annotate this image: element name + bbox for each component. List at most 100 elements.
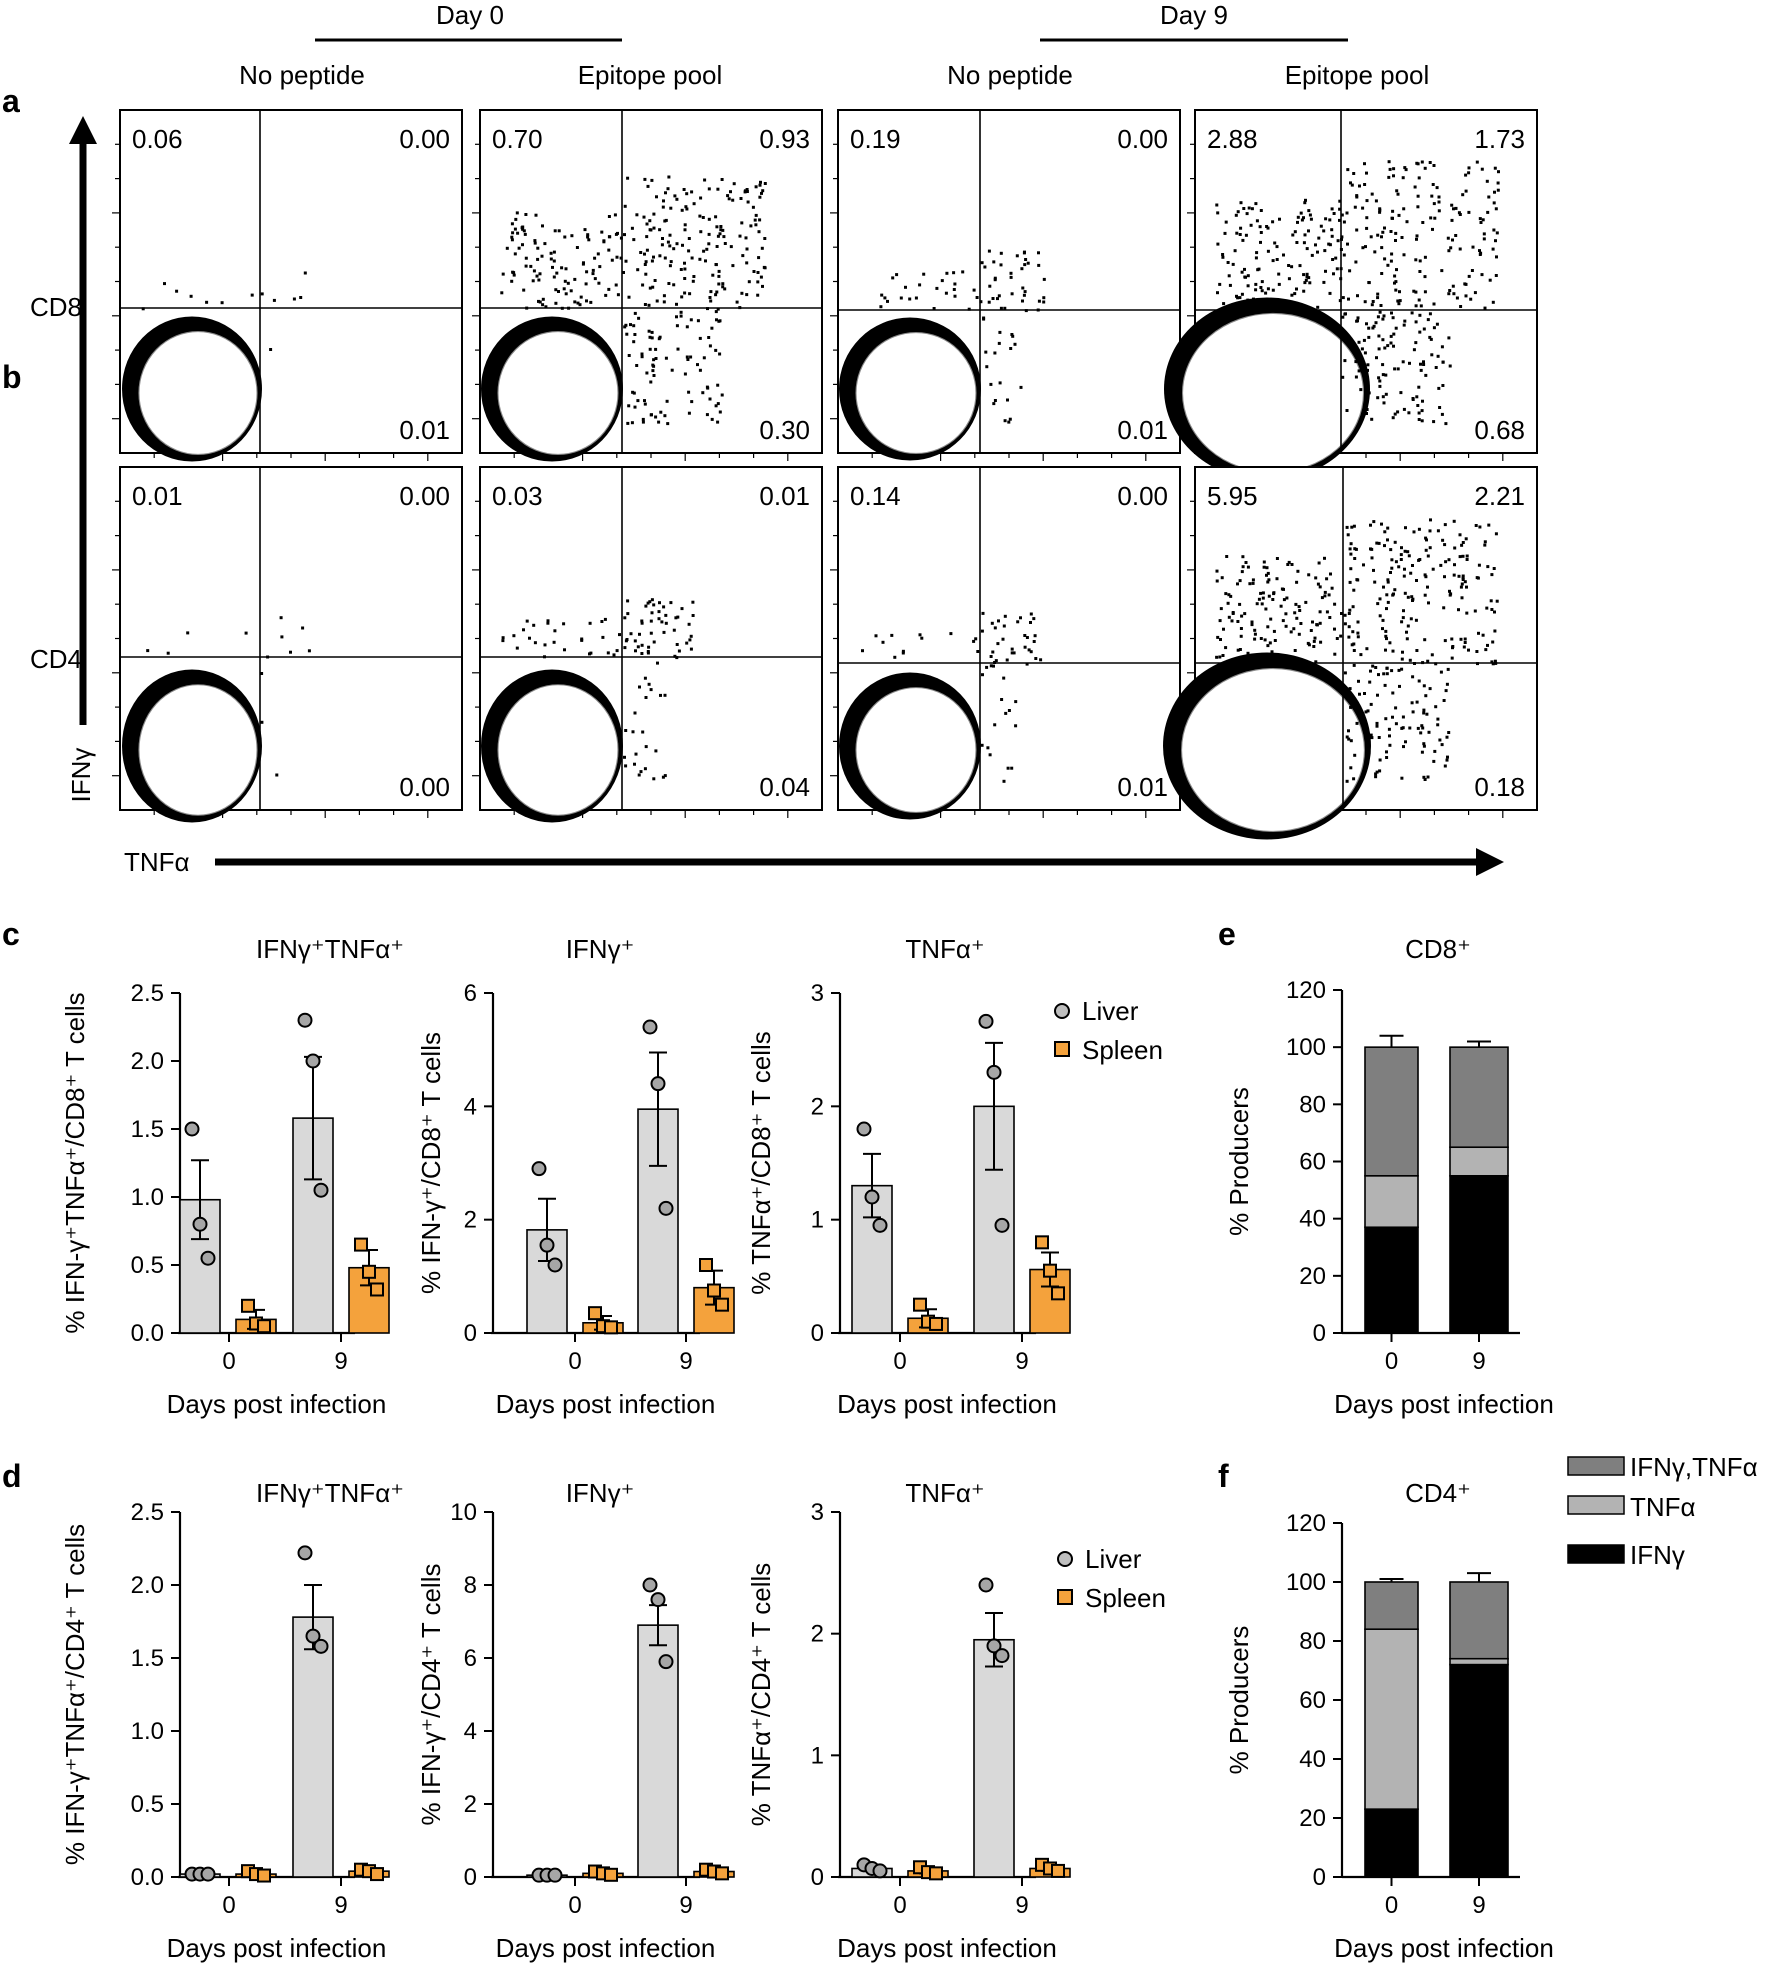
quadrant-value-lower-right: 0.01: [1117, 415, 1168, 445]
flow-event: [1405, 220, 1409, 224]
flow-event: [1355, 194, 1359, 198]
data-point-liver: [994, 1217, 1010, 1233]
y-tick-label: 6: [464, 980, 477, 1007]
flow-event: [754, 223, 758, 227]
flow-event: [720, 393, 724, 397]
flow-event: [1253, 632, 1257, 636]
flow-event: [618, 633, 621, 637]
flow-event: [557, 229, 561, 233]
flow-event: [1254, 282, 1258, 286]
flow-event: [1365, 412, 1368, 415]
flow-event: [655, 299, 659, 303]
flow-event: [1401, 360, 1405, 364]
flow-event: [1246, 284, 1250, 288]
flow-event: [691, 600, 695, 604]
flow-event: [1417, 298, 1421, 302]
data-point-liver: [297, 1012, 313, 1028]
flow-event: [1481, 633, 1485, 637]
flow-event: [1230, 619, 1234, 623]
flow-event: [663, 774, 667, 778]
flow-event: [643, 676, 647, 680]
y-tick-label: 2.0: [131, 1572, 164, 1599]
flow-event: [272, 298, 276, 302]
flow-event: [501, 272, 505, 276]
flow-event: [1494, 207, 1498, 211]
flow-event: [666, 187, 670, 191]
flow-event: [512, 271, 516, 275]
flow-event: [1383, 683, 1387, 687]
flow-event: [683, 291, 687, 295]
flow-event: [1002, 624, 1006, 628]
flow-event: [1215, 203, 1219, 207]
data-point-liver: [856, 1121, 872, 1137]
quadrant-value-lower-right: 0.01: [399, 415, 450, 445]
flow-event: [1493, 629, 1497, 633]
flow-event: [1318, 610, 1322, 614]
flow-event: [1398, 684, 1401, 688]
flow-event: [1226, 261, 1230, 264]
flow-event: [993, 276, 997, 280]
flow-event: [1340, 612, 1343, 615]
flow-event: [989, 664, 993, 668]
flow-event: [1386, 344, 1390, 348]
flow-event: [1458, 213, 1462, 216]
flow-event: [1316, 305, 1320, 309]
flow-event: [1447, 292, 1451, 296]
flow-event: [528, 636, 531, 640]
y-tick-label: 20: [1299, 1263, 1326, 1290]
flow-event: [1464, 537, 1468, 541]
flow-event: [675, 315, 678, 319]
flow-event: [1362, 563, 1365, 567]
flow-event: [1313, 636, 1317, 640]
flow-plot-r1-c2: 0.70 0.930.30: [472, 109, 823, 462]
flow-event: [663, 414, 667, 418]
flow-event: [1219, 638, 1222, 641]
data-point-spleen: [257, 1319, 271, 1334]
flow-event: [723, 287, 727, 291]
flow-event: [708, 296, 712, 299]
y-tick-label: 0.5: [131, 1791, 164, 1818]
legend-d-liver-marker: [1057, 1551, 1073, 1567]
flow-event: [691, 279, 695, 283]
flow-event: [1419, 304, 1423, 308]
flow-event: [552, 250, 556, 254]
flow-event: [746, 200, 750, 204]
x-tick-label: 0: [893, 1892, 906, 1919]
quadrant-value-upper-left: 0.19: [850, 124, 901, 154]
flow-event: [633, 639, 637, 643]
flow-event: [1389, 341, 1393, 345]
flow-event: [1473, 609, 1477, 613]
flow-event: [1335, 637, 1339, 640]
flow-event: [1439, 563, 1443, 567]
flow-event: [881, 640, 885, 644]
flow-event: [563, 279, 567, 283]
flow-event: [564, 292, 568, 296]
flow-event: [643, 303, 647, 306]
flow-event: [1491, 300, 1495, 304]
flow-event: [1382, 314, 1386, 318]
data-point-liver: [642, 1577, 658, 1593]
flow-event: [1314, 576, 1318, 580]
flow-event: [953, 294, 957, 298]
flow-event: [1394, 706, 1398, 710]
flow-event: [597, 281, 601, 285]
flow-event: [1340, 213, 1344, 217]
flow-event: [1004, 711, 1008, 715]
flow-event: [664, 218, 668, 222]
flow-event: [761, 189, 765, 193]
flow-event: [1347, 729, 1350, 733]
flow-event: [1391, 209, 1395, 213]
flow-event: [998, 330, 1002, 334]
data-point-spleen: [699, 1258, 713, 1272]
flow-event: [1216, 242, 1220, 246]
flow-event: [1272, 591, 1276, 595]
flow-event: [1267, 578, 1271, 582]
y-tick-label: 120: [1286, 977, 1326, 1004]
data-point-spleen: [241, 1298, 255, 1313]
y-tick-label: 40: [1299, 1746, 1326, 1773]
flow-event: [1379, 304, 1383, 307]
flow-event: [646, 601, 650, 605]
flow-event: [1263, 638, 1267, 642]
stacked-segment-ifn--day0: [1364, 1226, 1419, 1334]
flow-event: [1343, 671, 1347, 675]
